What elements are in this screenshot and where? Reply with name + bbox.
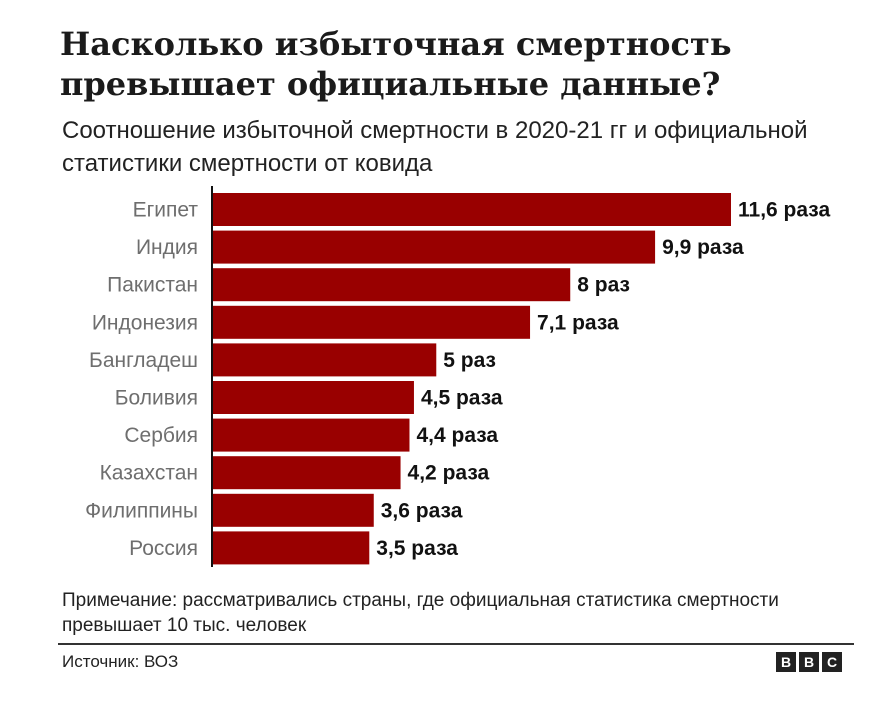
bar-4 <box>213 343 437 377</box>
chart-title: Насколько избыточная смертность превышае… <box>60 25 732 103</box>
source-label: Источник: ВОЗ <box>62 652 179 671</box>
category-label: Россия <box>129 537 198 560</box>
value-label: 7,1 раза <box>537 311 619 334</box>
category-label: Бангладеш <box>89 349 198 372</box>
bbc-logo-letter: B <box>776 652 796 672</box>
bar-0 <box>213 193 731 226</box>
category-label: Казахстан <box>100 462 198 485</box>
value-label: 4,4 раза <box>416 424 498 447</box>
bar-2 <box>213 268 571 302</box>
footer-divider <box>58 643 854 645</box>
value-label: 4,2 раза <box>408 462 490 485</box>
category-label: Пакистан <box>107 274 198 297</box>
chart-subtitle: Соотношение избыточной смертности в 2020… <box>62 117 808 177</box>
value-label: 4,5 раза <box>421 387 503 410</box>
value-label: 9,9 раза <box>662 236 744 259</box>
category-label: Индия <box>136 236 198 259</box>
value-label: 3,5 раза <box>376 537 458 560</box>
bar-9 <box>213 531 370 565</box>
bar-6 <box>213 418 410 452</box>
bar-8 <box>213 493 374 527</box>
bar-1 <box>213 230 656 264</box>
value-label: 8 раз <box>577 274 630 297</box>
bbc-logo: B B C <box>776 652 842 672</box>
value-label: 5 раз <box>443 349 496 372</box>
chart-card <box>48 8 856 680</box>
bbc-logo-letter: B <box>799 652 819 672</box>
bar-3 <box>213 305 531 339</box>
category-label: Сербия <box>124 424 198 447</box>
category-label: Филиппины <box>85 499 198 522</box>
value-label: 11,6 раза <box>738 199 830 222</box>
value-label: 3,6 раза <box>381 499 463 522</box>
bar-chart: Египет 11,6 раза Индия 9,9 раза Пакистан 8 ра… <box>85 186 830 567</box>
category-label: Египет <box>133 199 199 222</box>
chart-note: Примечание: рассматривались страны, где … <box>62 590 779 636</box>
category-label: Боливия <box>115 387 198 410</box>
bbc-logo-letter: C <box>822 652 842 672</box>
bar-5 <box>213 381 414 414</box>
category-label: Индонезия <box>92 311 198 334</box>
bar-7 <box>213 456 401 490</box>
